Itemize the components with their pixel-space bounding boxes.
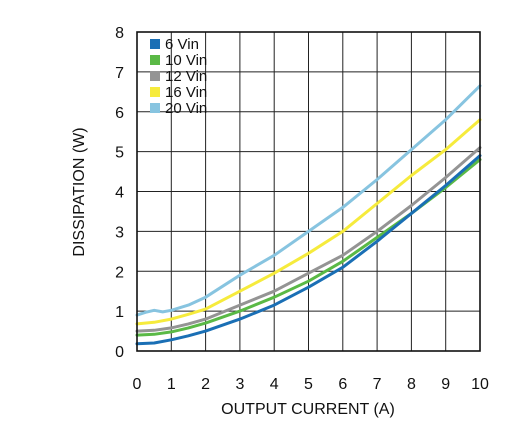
legend-label: 6 Vin (165, 36, 199, 53)
x-tick-label: 7 (373, 376, 382, 393)
x-tick-label: 1 (167, 376, 176, 393)
x-tick-label: 6 (338, 376, 347, 393)
series-line-12-vin (135, 146, 482, 333)
legend-swatch (150, 39, 160, 49)
legend-swatch (150, 103, 160, 113)
legend-swatch (150, 87, 160, 97)
y-axis-label: DISSIPATION (W) (71, 127, 88, 256)
x-tick-label: 5 (304, 376, 313, 393)
x-tick-label: 9 (441, 376, 450, 393)
x-tick-label: 0 (133, 376, 142, 393)
series-line-6-vin (135, 154, 482, 346)
legend-swatch (150, 71, 160, 81)
legend-label: 16 Vin (165, 84, 207, 101)
y-tick-label: 5 (115, 145, 124, 162)
x-tick-label: 2 (201, 376, 210, 393)
tick-labels: 0 1 2 3 4 5 6 7 8 9 10 0 1 2 3 4 5 6 7 8 (115, 25, 489, 393)
x-tick-label: 4 (270, 376, 279, 393)
legend-label: 10 Vin (165, 52, 207, 69)
x-tick-label: 8 (407, 376, 416, 393)
plot-border (136, 31, 481, 352)
series-line-20-vin (135, 84, 482, 317)
y-tick-label: 2 (115, 264, 124, 281)
series-line-16-vin (135, 118, 482, 326)
y-tick-label: 0 (115, 344, 124, 361)
y-tick-label: 6 (115, 105, 124, 122)
plot-frame (136, 31, 481, 352)
y-tick-label: 1 (115, 304, 124, 321)
y-tick-label: 4 (115, 185, 124, 202)
legend-swatch (150, 55, 160, 65)
x-axis-label: OUTPUT CURRENT (A) (221, 401, 395, 418)
legend-label: 20 Vin (165, 100, 207, 117)
x-tick-label: 10 (471, 376, 489, 393)
y-tick-label: 8 (115, 25, 124, 42)
legend-label: 12 Vin (165, 68, 207, 85)
series-lines (135, 84, 482, 346)
x-tick-label: 3 (235, 376, 244, 393)
y-tick-label: 7 (115, 65, 124, 82)
y-tick-label: 3 (115, 224, 124, 241)
